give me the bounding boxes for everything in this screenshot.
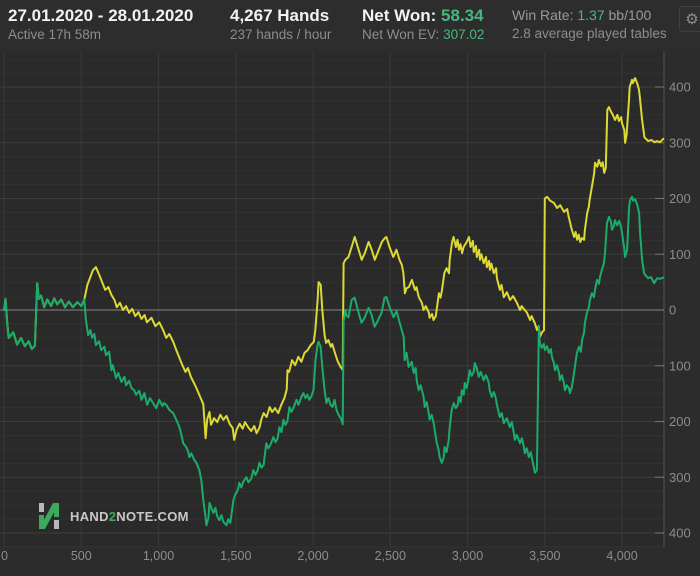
x-tick-label: 500 [71, 549, 92, 563]
plot-area [0, 52, 664, 547]
y-tick-label: 100 [669, 358, 691, 373]
net-won-block: Net Won: 58.34 Net Won EV: 307.02 [362, 6, 484, 43]
x-tick-label: 1,000 [143, 549, 174, 563]
y-tick-label: 400 [669, 526, 691, 541]
settings-button[interactable]: ⚙ [679, 6, 700, 32]
y-tick-label: 100 [669, 247, 691, 262]
win-rate-unit: bb/100 [608, 7, 652, 23]
x-tick-label: 1,500 [220, 549, 251, 563]
y-tick-label: 200 [669, 414, 691, 429]
net-won-label: Net Won: [362, 6, 437, 25]
stats-header: 27.01.2020 - 28.01.2020 Active 17h 58m 4… [0, 0, 700, 52]
hands-per-hour: 237 hands / hour [230, 27, 332, 42]
win-rate-value: 1.37 [577, 7, 605, 23]
ev-line [3, 77, 665, 441]
x-tick-label: 4,000 [606, 549, 637, 563]
y-tick-label: 300 [669, 470, 691, 485]
hand2note-logo[interactable]: HAND2NOTE.COM [38, 502, 189, 530]
x-tick-label: 2,000 [297, 549, 328, 563]
active-time: Active 17h 58m [8, 27, 102, 42]
net-won-value: 58.34 [441, 6, 484, 25]
date-range: 27.01.2020 - 28.01.2020 [8, 6, 194, 25]
gear-icon: ⚙ [685, 11, 699, 28]
x-tick-label: 3,000 [452, 549, 483, 563]
x-tick-label: 2,500 [375, 549, 406, 563]
win-rate-label: Win Rate: [512, 7, 574, 23]
date-range-block: 27.01.2020 - 28.01.2020 Active 17h 58m [8, 6, 193, 43]
x-tick-label: 3,500 [529, 549, 560, 563]
total-hands: 4,267 Hands [230, 6, 330, 25]
net-won-ev-value: 307.02 [443, 27, 485, 42]
avg-tables: 2.8 average played tables [512, 26, 667, 41]
net-won-line [3, 195, 665, 527]
y-tick-label: 400 [669, 80, 691, 95]
hand2note-logo-text: HAND2NOTE.COM [70, 508, 189, 524]
y-tick-label: 0 [669, 303, 676, 318]
win-rate-block: Win Rate: 1.37 bb/100 2.8 average played… [512, 6, 667, 42]
net-won-ev-label: Net Won EV: [362, 27, 440, 42]
hand2note-logo-mark [39, 503, 59, 529]
x-tick-label: 0 [1, 549, 8, 563]
y-tick-label: 300 [669, 135, 691, 150]
hands-block: 4,267 Hands 237 hands / hour [230, 6, 331, 43]
y-tick-label: 200 [669, 191, 691, 206]
